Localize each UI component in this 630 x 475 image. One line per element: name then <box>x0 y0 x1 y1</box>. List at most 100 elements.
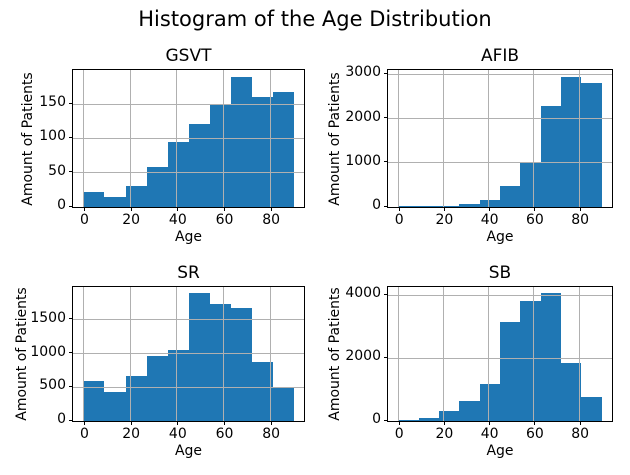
x-axis-label: Age <box>486 229 514 245</box>
y-tick-mark <box>69 102 73 104</box>
x-tick-label: 20 <box>435 426 454 442</box>
histogram-bar <box>561 363 581 421</box>
y-tick-mark <box>69 419 73 421</box>
x-tick-mark <box>270 421 272 425</box>
histogram-bar <box>520 162 541 207</box>
histogram-bar <box>189 124 210 207</box>
histogram-bar <box>210 304 231 421</box>
gridline-horizontal <box>388 294 612 296</box>
histogram-bar <box>541 106 561 207</box>
subplot-title-afib: AFIB <box>480 46 520 66</box>
x-tick-mark <box>579 421 581 425</box>
x-tick-mark <box>177 421 179 425</box>
x-axis-label: Age <box>174 229 203 245</box>
histogram-bar <box>84 381 104 421</box>
y-tick-mark <box>384 161 388 163</box>
y-tick-label: 0 <box>57 411 66 427</box>
x-tick-mark <box>270 207 272 211</box>
x-tick-label: 0 <box>394 212 404 228</box>
gridline-horizontal <box>388 73 612 75</box>
x-tick-label: 80 <box>571 426 590 442</box>
histogram-bar <box>104 197 126 207</box>
y-tick-label: 150 <box>39 94 66 110</box>
subplot-title-sr: SR <box>177 263 200 283</box>
x-tick-mark <box>130 207 132 211</box>
histogram-bar <box>168 350 189 421</box>
gridline-vertical <box>83 287 84 421</box>
x-tick-mark <box>489 207 491 211</box>
histogram-bar <box>231 77 252 207</box>
histogram-bar <box>147 356 168 421</box>
x-tick-mark <box>443 421 445 425</box>
gridline-vertical <box>578 70 580 207</box>
gridline-horizontal <box>73 353 304 354</box>
y-tick-mark <box>384 117 388 119</box>
y-tick-label: 3000 <box>345 64 381 81</box>
x-tick-mark <box>84 207 85 211</box>
y-tick-mark <box>69 205 73 207</box>
subplot-title-gsvt: GSVT <box>165 46 212 66</box>
y-tick-label: 50 <box>48 162 66 179</box>
histogram-bar <box>252 362 273 421</box>
histogram-bar <box>419 206 439 207</box>
histogram-bar <box>439 411 459 421</box>
histogram-bar <box>398 206 419 207</box>
x-tick-mark <box>443 207 445 211</box>
gridline-vertical <box>83 70 84 207</box>
histogram-bar <box>561 77 581 207</box>
x-tick-label: 40 <box>168 212 187 228</box>
y-tick-label: 1000 <box>30 343 66 360</box>
x-tick-label: 80 <box>571 212 590 228</box>
gridline-horizontal <box>73 319 304 321</box>
y-tick-mark <box>69 352 73 353</box>
x-tick-label: 20 <box>122 426 141 442</box>
histogram-bar <box>419 418 439 421</box>
gridline-vertical <box>176 287 178 421</box>
histogram-bar <box>520 301 541 421</box>
x-tick-mark <box>84 421 85 425</box>
histogram-bar <box>581 83 602 207</box>
figure-title: Histogram of the Age Distribution <box>138 7 492 31</box>
gridline-vertical <box>269 287 271 421</box>
x-tick-mark <box>534 207 536 211</box>
x-tick-mark <box>489 421 491 425</box>
x-tick-label: 60 <box>526 212 544 228</box>
y-axis-label: Amount of Patients <box>327 71 343 206</box>
y-tick-mark <box>69 318 73 320</box>
subplot-afib: AFIB Amount of Patients Age 0 1000 2000 300… <box>327 46 613 245</box>
x-tick-label: 20 <box>435 212 454 228</box>
gridline-vertical <box>533 70 535 207</box>
plot-area-sb <box>388 287 612 421</box>
x-tick-mark <box>224 207 225 211</box>
gridline-vertical <box>488 287 490 421</box>
x-tick-mark <box>398 421 400 425</box>
histogram-bar <box>581 397 602 421</box>
y-tick-label: 0 <box>57 197 66 213</box>
histogram-bar <box>104 392 126 421</box>
y-axis-label: Amount of Patients <box>14 287 30 421</box>
histogram-bar <box>459 401 480 421</box>
x-tick-label: 60 <box>215 426 234 442</box>
histogram-bar <box>541 293 561 421</box>
plot-area-sr <box>73 287 304 421</box>
y-tick-mark <box>384 419 388 421</box>
y-tick-label: 4000 <box>345 285 381 302</box>
histogram-bar <box>480 200 500 207</box>
gridline-vertical <box>129 70 131 207</box>
histogram-bar <box>189 293 210 421</box>
y-tick-mark <box>69 171 73 173</box>
x-tick-label: 20 <box>122 212 141 228</box>
histogram-bar <box>252 97 273 207</box>
gridline-vertical <box>442 287 444 421</box>
gridline-vertical <box>397 287 399 421</box>
subplot-gsvt: GSVT Amount of Patients Age 0 50 100 150 0 20… <box>20 46 305 245</box>
x-tick-mark <box>224 421 225 425</box>
gridline-vertical <box>223 287 224 421</box>
histogram-bar <box>273 387 294 421</box>
gridline-horizontal <box>388 162 612 164</box>
gridline-vertical <box>269 70 271 207</box>
y-tick-mark <box>69 385 73 387</box>
x-tick-label: 0 <box>394 426 404 442</box>
histogram-bar <box>459 204 480 207</box>
